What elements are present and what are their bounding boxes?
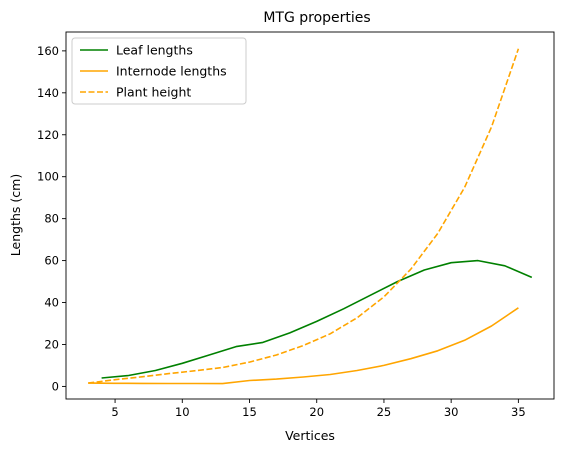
x-tick-label: 35 <box>511 405 526 419</box>
series-layer <box>88 48 533 385</box>
chart-title: MTG properties <box>263 10 370 26</box>
y-tick-label: 60 <box>44 254 59 268</box>
x-tick-label: 10 <box>175 405 190 419</box>
y-tick-label: 40 <box>44 296 59 310</box>
legend-label-1: Leaf lengths <box>116 43 193 58</box>
y-tick-label: 120 <box>37 128 59 142</box>
legend-label-3: Plant height <box>116 85 191 100</box>
axes-layer: 5 10 15 20 25 30 35 0 20 40 60 80 100 120 140 160 <box>37 31 555 419</box>
series-line-3 <box>88 48 520 384</box>
x-tick-label: 20 <box>309 405 324 419</box>
y-tick-label: 0 <box>52 379 59 393</box>
x-tick-label: 25 <box>377 405 392 419</box>
series-line-2 <box>88 307 519 385</box>
legend-box <box>71 37 247 105</box>
y-tick-label: 20 <box>44 337 59 351</box>
x-tick-label: 15 <box>242 405 257 419</box>
x-tick-label: 30 <box>444 405 459 419</box>
series-line-1 <box>101 259 533 379</box>
legend: Leaf lengths Internode lengths Plant heigh… <box>71 37 247 105</box>
y-tick-label: 140 <box>37 86 59 100</box>
plot-frame <box>65 31 555 400</box>
y-tick-label: 100 <box>37 170 59 184</box>
x-tick-label: 5 <box>111 405 118 419</box>
legend-label-2: Internode lengths <box>116 64 227 79</box>
y-tick-label: 160 <box>37 44 59 58</box>
x-axis-label: Vertices <box>285 428 335 443</box>
y-tick-label: 80 <box>44 212 59 226</box>
y-axis-label: Lengths (cm) <box>8 174 23 256</box>
